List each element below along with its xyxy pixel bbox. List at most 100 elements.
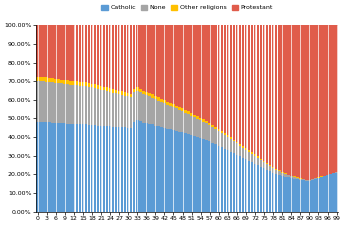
Bar: [142, 91, 145, 94]
Bar: [124, 92, 126, 96]
Bar: [284, 173, 287, 174]
Bar: [229, 139, 232, 152]
Bar: [55, 123, 57, 212]
Bar: [133, 92, 136, 122]
Bar: [175, 106, 178, 108]
Bar: [100, 90, 102, 126]
Bar: [72, 81, 75, 85]
Bar: [290, 178, 293, 212]
Bar: [257, 165, 259, 212]
Bar: [263, 162, 265, 168]
Bar: [220, 133, 223, 147]
Bar: [329, 25, 332, 174]
Bar: [97, 89, 99, 126]
Bar: [187, 114, 190, 134]
Bar: [81, 82, 84, 86]
Bar: [103, 126, 105, 212]
Bar: [296, 178, 299, 179]
Bar: [72, 85, 75, 124]
Bar: [332, 25, 335, 173]
Bar: [48, 25, 51, 78]
Bar: [302, 180, 305, 212]
Bar: [190, 135, 193, 212]
Bar: [148, 93, 150, 96]
Bar: [151, 25, 154, 94]
Bar: [118, 94, 120, 127]
Bar: [69, 81, 72, 85]
Bar: [305, 180, 308, 181]
Bar: [275, 174, 277, 212]
Bar: [314, 179, 317, 212]
Bar: [163, 100, 166, 103]
Bar: [284, 25, 287, 173]
Bar: [85, 124, 87, 212]
Bar: [329, 174, 332, 212]
Bar: [106, 87, 108, 91]
Bar: [124, 25, 126, 92]
Bar: [178, 107, 181, 110]
Bar: [91, 25, 93, 84]
Bar: [115, 90, 117, 93]
Bar: [36, 25, 39, 77]
Bar: [278, 175, 280, 212]
Bar: [326, 25, 329, 175]
Bar: [45, 77, 48, 82]
Bar: [160, 102, 163, 127]
Bar: [205, 25, 208, 121]
Bar: [169, 129, 172, 212]
Bar: [42, 25, 45, 77]
Bar: [85, 82, 87, 86]
Bar: [196, 116, 199, 119]
Bar: [211, 143, 214, 212]
Bar: [211, 127, 214, 143]
Bar: [299, 178, 302, 179]
Bar: [190, 113, 193, 116]
Bar: [335, 173, 338, 212]
Bar: [239, 144, 241, 146]
Bar: [269, 171, 272, 212]
Bar: [148, 96, 150, 124]
Bar: [142, 123, 145, 212]
Bar: [220, 147, 223, 212]
Bar: [281, 25, 284, 172]
Bar: [142, 94, 145, 123]
Bar: [136, 25, 138, 87]
Bar: [205, 121, 208, 123]
Bar: [130, 94, 132, 97]
Bar: [36, 81, 39, 122]
Bar: [236, 155, 238, 212]
Bar: [48, 82, 51, 122]
Bar: [91, 125, 93, 212]
Bar: [172, 104, 175, 107]
Bar: [163, 103, 166, 128]
Bar: [317, 177, 320, 178]
Bar: [76, 124, 78, 212]
Bar: [79, 25, 81, 82]
Bar: [163, 25, 166, 100]
Bar: [45, 82, 48, 122]
Bar: [97, 25, 99, 85]
Bar: [305, 181, 308, 212]
Bar: [242, 148, 244, 158]
Bar: [130, 97, 132, 128]
Bar: [124, 96, 126, 127]
Bar: [103, 25, 105, 87]
Bar: [172, 25, 175, 104]
Legend: Catholic, None, Other religions, Protestant: Catholic, None, Other religions, Protest…: [99, 2, 275, 13]
Bar: [157, 97, 160, 101]
Bar: [127, 128, 129, 212]
Bar: [203, 25, 205, 119]
Bar: [239, 25, 241, 144]
Bar: [115, 127, 117, 212]
Bar: [55, 79, 57, 83]
Bar: [290, 176, 293, 178]
Bar: [208, 123, 211, 125]
Bar: [72, 124, 75, 212]
Bar: [257, 25, 259, 156]
Bar: [215, 129, 217, 144]
Bar: [275, 170, 277, 174]
Bar: [69, 25, 72, 81]
Bar: [166, 101, 169, 104]
Bar: [254, 156, 256, 164]
Bar: [133, 89, 136, 92]
